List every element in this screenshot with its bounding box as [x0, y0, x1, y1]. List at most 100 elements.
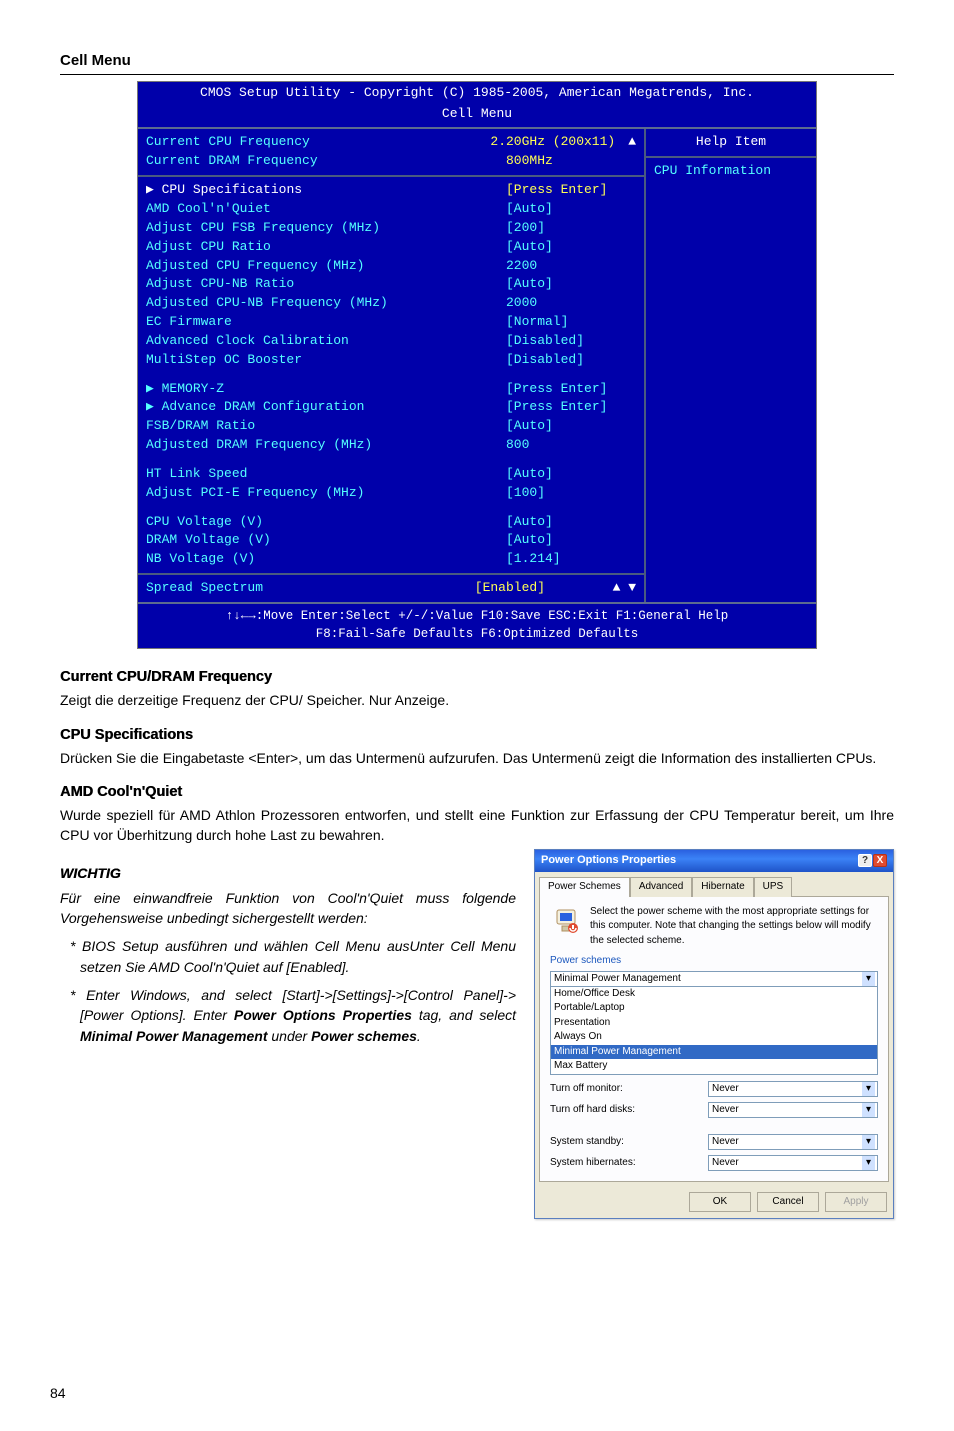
bios-row-label: Adjusted DRAM Frequency (MHz): [146, 436, 506, 455]
bios-row-label: AMD Cool'n'Quiet: [146, 200, 506, 219]
bios-row-value: 800: [506, 436, 636, 455]
chevron-down-icon: ▾: [862, 972, 875, 987]
chevron-down-icon: ▾: [862, 1156, 875, 1171]
bios-row-label: Current CPU Frequency: [146, 133, 490, 152]
bios-help-title: Help Item: [654, 133, 808, 152]
list-item-2: Enter Windows, and select [Start]->[Sett…: [70, 985, 516, 1046]
apply-button[interactable]: Apply: [825, 1192, 887, 1213]
bios-row-label: Advanced Clock Calibration: [146, 332, 506, 351]
dialog-window-buttons: ?X: [857, 853, 887, 869]
bios-row-label: Adjust CPU Ratio: [146, 238, 506, 257]
bios-footer-2: F8:Fail-Safe Defaults F6:Optimized Defau…: [138, 625, 816, 643]
bios-row-value: [Auto]: [506, 417, 636, 436]
power-row-label: System hibernates:: [550, 1156, 702, 1171]
bios-row-label: Current DRAM Frequency: [146, 152, 506, 171]
heading-cpu-spec: CPU Specifications: [60, 725, 894, 746]
power-row-select[interactable]: Never ▾: [708, 1155, 878, 1171]
bios-row-label: Adjusted CPU Frequency (MHz): [146, 257, 506, 276]
power-row-label: Turn off monitor:: [550, 1082, 702, 1097]
bios-row-value: [Press Enter]: [506, 398, 636, 417]
power-row-value: Never: [712, 1103, 739, 1118]
bios-row-value: [Disabled]: [506, 351, 636, 370]
bios-row-value: [Auto]: [506, 238, 636, 257]
bios-row-value: 800MHz: [506, 152, 636, 171]
bios-row-label: Spread Spectrum: [146, 579, 475, 598]
list-item-1: BIOS Setup ausführen und wählen Cell Men…: [70, 936, 516, 977]
bios-row-value: [Auto]: [506, 275, 636, 294]
bios-row-value: [200]: [506, 219, 636, 238]
dialog-title: Power Options Properties: [541, 853, 676, 869]
bios-row-value: 2.20GHz (200x11): [490, 133, 620, 152]
power-row-select[interactable]: Never ▾: [708, 1081, 878, 1097]
chevron-down-icon: ▾: [862, 1135, 875, 1150]
bios-row-label: Adjust CPU FSB Frequency (MHz): [146, 219, 506, 238]
bios-row-value: [Press Enter]: [506, 380, 636, 399]
power-row-value: Never: [712, 1156, 739, 1171]
power-scheme-listbox[interactable]: Home/Office DeskPortable/LaptopPresentat…: [550, 986, 878, 1075]
close-icon[interactable]: X: [873, 854, 887, 867]
power-row-select[interactable]: Never ▾: [708, 1134, 878, 1150]
bios-row-label: Adjusted CPU-NB Frequency (MHz): [146, 294, 506, 313]
para-current-freq: Zeigt die derzeitige Frequenz der CPU/ S…: [60, 690, 894, 710]
dialog-description: Select the power scheme with the most ap…: [590, 905, 878, 949]
bios-right-pane: Help Item CPU Information: [646, 129, 816, 602]
scheme-option[interactable]: Max Battery: [551, 1059, 877, 1074]
bios-row-label: EC Firmware: [146, 313, 506, 332]
bios-screenshot: CMOS Setup Utility - Copyright (C) 1985-…: [137, 81, 817, 650]
tab-advanced[interactable]: Advanced: [630, 877, 692, 897]
bios-row-label: ▶ CPU Specifications: [146, 181, 506, 200]
cancel-button[interactable]: Cancel: [757, 1192, 819, 1213]
bios-row-label: MultiStep OC Booster: [146, 351, 506, 370]
bios-row-value: [Auto]: [506, 513, 636, 532]
power-row-value: Never: [712, 1135, 739, 1150]
heading-current-freq: Current CPU/DRAM Frequency: [60, 667, 894, 688]
help-icon[interactable]: ?: [858, 854, 872, 867]
bios-row-value: [Press Enter]: [506, 181, 636, 200]
page-number: 84: [50, 1383, 66, 1403]
scroll-down-icon: ▼: [620, 579, 636, 598]
power-row-label: Turn off hard disks:: [550, 1103, 702, 1118]
bios-row-label: ▶ MEMORY-Z: [146, 380, 506, 399]
scheme-option[interactable]: Presentation: [551, 1016, 877, 1031]
bios-row-value: [Enabled]: [475, 579, 605, 598]
power-row-label: System standby:: [550, 1135, 702, 1150]
dialog-tabs: Power SchemesAdvancedHibernateUPS: [535, 872, 893, 896]
scheme-option[interactable]: Minimal Power Management: [551, 1045, 877, 1060]
heading-coolnquiet: AMD Cool'n'Quiet: [60, 782, 894, 803]
power-schemes-label: Power schemes: [550, 954, 878, 969]
bios-header: CMOS Setup Utility - Copyright (C) 1985-…: [138, 82, 816, 105]
scroll-up-icon: ▲: [620, 133, 636, 152]
scheme-option[interactable]: Portable/Laptop: [551, 1001, 877, 1016]
scheme-option[interactable]: Home/Office Desk: [551, 987, 877, 1002]
heading-wichtig: WICHTIG: [60, 863, 516, 883]
bios-help-sub: CPU Information: [654, 162, 808, 181]
para-coolnquiet: Wurde speziell für AMD Athlon Prozessore…: [60, 805, 894, 846]
bios-row-value: [Auto]: [506, 200, 636, 219]
power-options-dialog: Power Options Properties ?X Power Scheme…: [534, 849, 894, 1219]
power-row-value: Never: [712, 1082, 739, 1097]
chevron-down-icon: ▾: [862, 1103, 875, 1118]
bios-row-label: HT Link Speed: [146, 465, 506, 484]
bios-footer-1: ↑↓←→:Move Enter:Select +/-/:Value F10:Sa…: [138, 607, 816, 625]
power-scheme-selected: Minimal Power Management: [554, 972, 681, 987]
scroll-up-icon: ▲: [605, 579, 621, 598]
bios-row-value: [Auto]: [506, 531, 636, 550]
power-scheme-select[interactable]: Minimal Power Management ▾: [550, 971, 878, 987]
power-row-select[interactable]: Never ▾: [708, 1102, 878, 1118]
tab-ups[interactable]: UPS: [754, 877, 793, 897]
ok-button[interactable]: OK: [689, 1192, 751, 1213]
bios-row-value: 2200: [506, 257, 636, 276]
bios-row-value: [1.214]: [506, 550, 636, 569]
bios-left-pane: Current CPU Frequency2.20GHz (200x11) ▲ C…: [138, 129, 646, 602]
bios-title: Cell Menu: [138, 105, 816, 128]
bios-row-label: FSB/DRAM Ratio: [146, 417, 506, 436]
tab-power-schemes[interactable]: Power Schemes: [539, 877, 630, 897]
bios-row-value: [100]: [506, 484, 636, 503]
bios-row-label: NB Voltage (V): [146, 550, 506, 569]
bios-row-value: 2000: [506, 294, 636, 313]
scheme-option[interactable]: Always On: [551, 1030, 877, 1045]
para-wichtig-intro: Für eine einwandfreie Funktion von Cool'…: [60, 888, 516, 929]
chevron-down-icon: ▾: [862, 1082, 875, 1097]
bios-row-label: ▶ Advance DRAM Configuration: [146, 398, 506, 417]
tab-hibernate[interactable]: Hibernate: [692, 877, 753, 897]
